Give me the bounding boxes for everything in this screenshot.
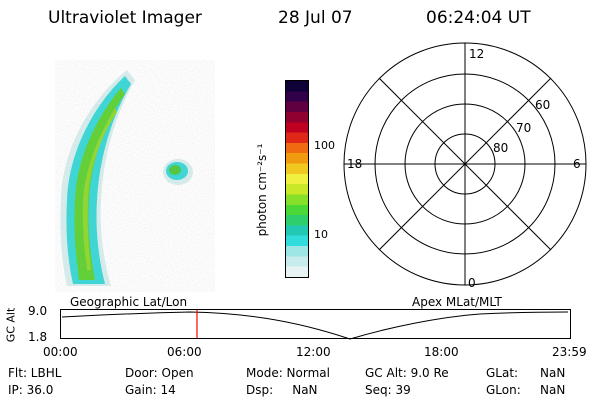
date-label: 28 Jul 07: [278, 8, 353, 28]
gain-info: Gain: 14: [125, 383, 176, 397]
lat-label-80: 80: [493, 141, 508, 155]
altitude-plot-frame: [60, 309, 571, 339]
seq-info: Seq: 39: [365, 383, 411, 397]
mlt-label-6: 6: [573, 157, 581, 171]
altitude-plot: [60, 309, 571, 340]
time-tick-2359: 23:59: [552, 345, 587, 359]
instrument-title: Ultraviolet Imager: [48, 8, 202, 28]
colorbar: [285, 80, 309, 278]
time-label: 06:24:04 UT: [426, 8, 531, 28]
glon-value: NaN: [540, 383, 566, 397]
altitude-curve: [61, 311, 569, 340]
apex-title: Apex MLat/MLT: [412, 295, 502, 309]
polar-plot: 12 18 6 0 60 70 80: [343, 42, 587, 290]
gc-alt-tick-low: 1.8: [28, 330, 48, 344]
glon-label: GLon:: [486, 383, 521, 397]
dsp-info: Dsp: NaN: [246, 383, 318, 397]
door-info: Door: Open: [125, 366, 194, 380]
lat-label-70: 70: [516, 121, 531, 135]
time-tick-1800: 18:00: [424, 345, 459, 359]
geographic-title: Geographic Lat/Lon: [70, 295, 188, 309]
ip-info: IP: 36.0: [8, 383, 54, 397]
filter-info: Flt: LBHL: [8, 366, 62, 380]
time-tick-0000: 00:00: [43, 345, 78, 359]
colorbar-tick-100: 100: [314, 139, 335, 152]
gc-alt-tick-high: 9.0: [28, 304, 48, 318]
gc-alt-axis-label: GC Alt: [4, 307, 18, 343]
auroral-image: [55, 60, 215, 292]
polar-diagonal-2: [378, 77, 552, 251]
mlt-label-0: 0: [468, 276, 476, 290]
gc-alt-info: GC Alt: 9.0 Re: [365, 366, 449, 380]
mlt-label-18: 18: [347, 157, 362, 171]
lat-label-60: 60: [535, 98, 550, 112]
colorbar-tick-10: 10: [314, 228, 328, 241]
time-tick-1200: 12:00: [296, 345, 331, 359]
glat-value: NaN: [540, 366, 566, 380]
mode-info: Mode: Normal: [246, 366, 330, 380]
time-tick-0600: 06:00: [167, 345, 202, 359]
colorbar-unit-label: photon cm⁻²s⁻¹: [255, 143, 269, 237]
mlt-label-12: 12: [469, 47, 484, 61]
glat-label: GLat:: [486, 366, 519, 380]
